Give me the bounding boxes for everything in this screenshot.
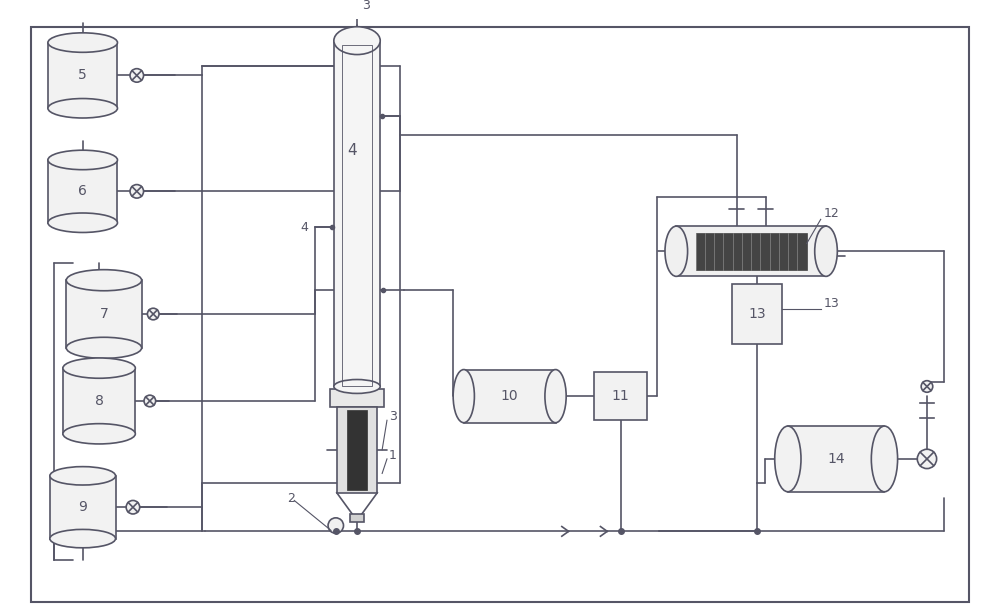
Circle shape [130, 185, 144, 198]
Bar [594, 372, 647, 420]
Text: 4: 4 [347, 142, 357, 158]
Circle shape [144, 395, 156, 407]
Bar [330, 389, 384, 407]
Bar [63, 368, 135, 434]
Circle shape [130, 68, 144, 82]
Bar [347, 409, 367, 490]
Bar [696, 233, 807, 269]
Text: 11: 11 [612, 389, 630, 403]
Text: 5: 5 [78, 68, 87, 82]
Bar [66, 280, 142, 348]
Ellipse shape [334, 27, 380, 54]
Bar [732, 284, 782, 344]
Ellipse shape [815, 226, 837, 276]
Ellipse shape [50, 467, 116, 485]
Bar [342, 45, 372, 387]
Ellipse shape [545, 370, 566, 423]
Text: 9: 9 [78, 500, 87, 514]
Text: 13: 13 [748, 307, 766, 321]
Circle shape [328, 518, 344, 533]
Ellipse shape [775, 426, 801, 492]
Bar [350, 514, 364, 522]
Ellipse shape [871, 426, 898, 492]
Bar [337, 407, 377, 492]
Text: 2: 2 [287, 492, 295, 505]
Text: 6: 6 [78, 185, 87, 199]
Ellipse shape [63, 358, 135, 378]
Ellipse shape [63, 423, 135, 444]
Bar [48, 160, 117, 223]
Bar [788, 426, 884, 492]
Bar [464, 370, 556, 423]
Bar [48, 43, 117, 108]
Text: 8: 8 [95, 394, 104, 408]
Circle shape [917, 449, 937, 469]
Bar [50, 476, 116, 539]
Ellipse shape [50, 529, 116, 548]
Circle shape [147, 308, 159, 320]
Text: 4: 4 [300, 221, 308, 233]
Text: 10: 10 [501, 389, 518, 403]
Text: 12: 12 [824, 207, 839, 221]
Ellipse shape [66, 269, 142, 291]
Ellipse shape [66, 337, 142, 359]
Text: 7: 7 [100, 307, 108, 321]
Ellipse shape [48, 213, 117, 232]
Text: 3: 3 [389, 410, 397, 423]
Text: 13: 13 [824, 298, 839, 310]
Bar [334, 41, 380, 387]
Circle shape [921, 381, 933, 392]
Ellipse shape [48, 33, 117, 53]
Ellipse shape [665, 226, 688, 276]
Text: 3: 3 [362, 0, 370, 12]
Bar [676, 226, 826, 276]
Text: 1: 1 [389, 449, 397, 462]
Text: 14: 14 [827, 452, 845, 466]
Ellipse shape [334, 379, 380, 393]
Circle shape [126, 500, 140, 514]
Ellipse shape [48, 150, 117, 170]
Ellipse shape [48, 98, 117, 118]
Ellipse shape [453, 370, 474, 423]
